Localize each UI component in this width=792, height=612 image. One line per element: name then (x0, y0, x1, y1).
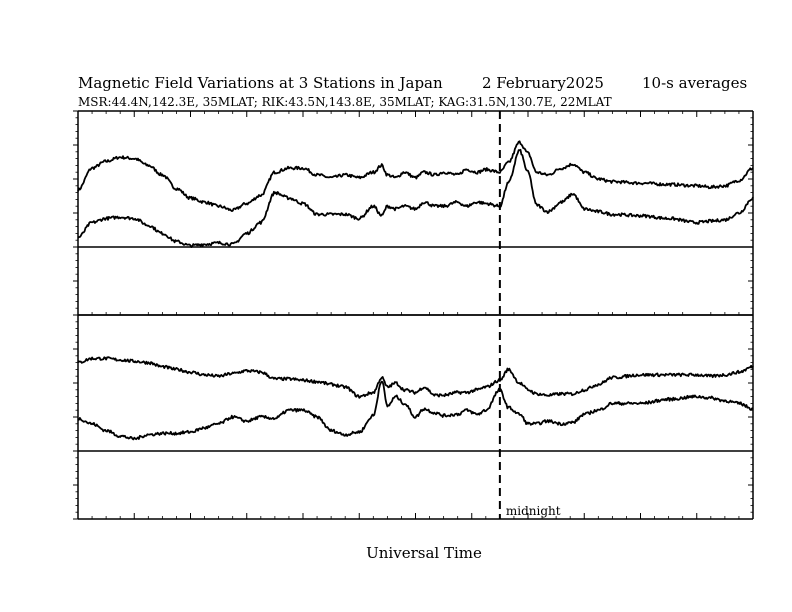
chart-title: Magnetic Field Variations at 3 Stations … (78, 74, 443, 92)
d-component-panel (73, 110, 754, 316)
station-info: MSR:44.4N,142.3E, 35MLAT; RIK:43.5N,143.… (78, 95, 612, 109)
x-axis (77, 111, 754, 519)
h-series-kag (77, 356, 754, 399)
chart-date: 2 February2025 (482, 74, 604, 92)
d-series-kag (77, 140, 754, 212)
h-series-rik (77, 380, 754, 441)
x-axis-label: Universal Time (366, 544, 482, 562)
midnight-label: midnight (506, 504, 561, 518)
chart-averaging: 10-s averages (642, 74, 747, 92)
h-component-panel (73, 314, 754, 520)
d-series-rik (77, 148, 754, 248)
